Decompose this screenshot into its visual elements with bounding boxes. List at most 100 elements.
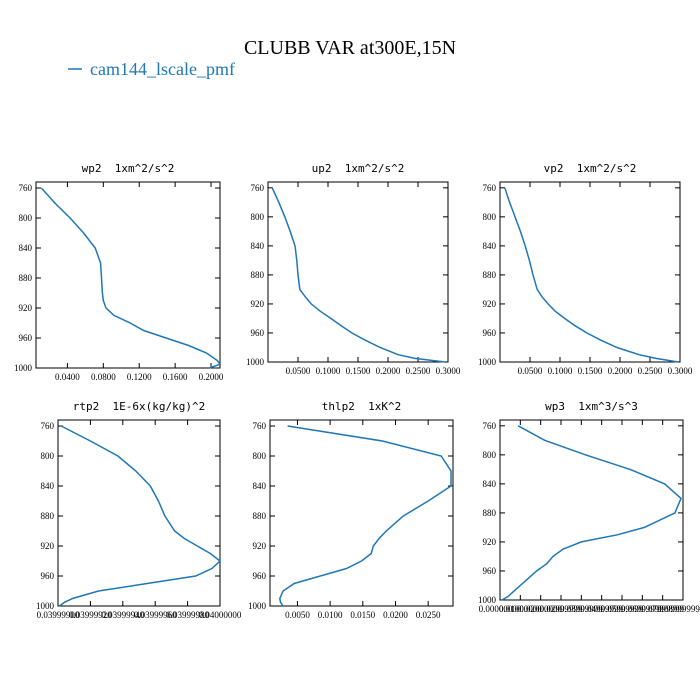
profile-line (501, 425, 682, 601)
panel-title: wp2 1xm^2/s^2 (82, 162, 175, 175)
x-tick-label: 0.2000 (376, 366, 401, 376)
y-tick-label: 1000 (246, 357, 265, 367)
y-tick-label: 920 (483, 537, 497, 547)
x-tick-label: 0.3000 (436, 366, 461, 376)
y-tick-label: 960 (251, 328, 265, 338)
x-tick-label: 0.06999999 (621, 604, 664, 614)
x-tick-label: 0.0150 (350, 610, 375, 620)
plot-frame (499, 419, 684, 601)
x-tick-label: 0.1000 (548, 366, 573, 376)
y-tick-label: 840 (483, 479, 497, 489)
x-tick-label: 0.03999960 (134, 610, 177, 620)
panel-title: vp2 1xm^2/s^2 (544, 162, 637, 175)
plot-frame (267, 181, 449, 363)
y-tick-label: 840 (253, 481, 267, 491)
profile-line (40, 187, 222, 369)
y-tick-label: 840 (483, 241, 497, 251)
y-tick-label: 880 (19, 273, 33, 283)
x-tick-label: 0.0800 (91, 372, 116, 382)
y-tick-label: 1000 (14, 363, 33, 373)
y-tick-label: 880 (253, 511, 267, 521)
x-tick-label: 0.1000 (316, 366, 341, 376)
y-tick-label: 880 (483, 508, 497, 518)
x-tick-label: 0.05999999 (601, 604, 644, 614)
y-tick-label: 920 (41, 541, 55, 551)
y-tick-label: 800 (253, 451, 267, 461)
y-tick-label: 920 (251, 299, 265, 309)
x-tick-label: 0.0400 (55, 372, 80, 382)
y-tick-label: 800 (19, 213, 33, 223)
y-tick-label: 960 (253, 571, 267, 581)
figure-title: CLUBB VAR at300E,15N (244, 37, 456, 59)
y-tick-label: 800 (483, 212, 497, 222)
x-tick-label: 0.03999999 (560, 604, 603, 614)
profile-line (504, 187, 679, 363)
x-tick-label: 0.1500 (578, 366, 603, 376)
x-tick-label: 0.0500 (518, 366, 543, 376)
plot-frame (57, 419, 221, 607)
panel-title: thlp2 1xK^2 (322, 400, 401, 413)
y-tick-label: 760 (251, 183, 265, 193)
x-tick-label: 0.3000 (668, 366, 693, 376)
y-tick-label: 960 (483, 566, 497, 576)
x-tick-label: 0.03999940 (101, 610, 144, 620)
y-tick-label: 920 (253, 541, 267, 551)
y-tick-label: 880 (41, 511, 55, 521)
x-tick-label: 0.02999999 (540, 604, 583, 614)
plot-frame (35, 181, 221, 369)
x-tick-label: 0.1200 (127, 372, 152, 382)
x-tick-label: 0.2000 (608, 366, 633, 376)
x-tick-label: 0.0050 (285, 610, 310, 620)
y-tick-label: 960 (41, 571, 55, 581)
x-tick-label: 0.1500 (346, 366, 371, 376)
profile-line (59, 425, 222, 607)
y-tick-label: 1000 (478, 595, 497, 605)
y-tick-label: 960 (483, 328, 497, 338)
y-tick-label: 840 (19, 243, 33, 253)
y-tick-label: 880 (251, 270, 265, 280)
y-tick-label: 840 (41, 481, 55, 491)
x-tick-label: 0.0899999994 (657, 604, 700, 614)
plot-frame (269, 419, 454, 607)
x-tick-label: 0.03999980 (166, 610, 209, 620)
profile-line (279, 425, 452, 607)
x-tick-label: 0.07999999 (641, 604, 684, 614)
y-tick-label: 920 (19, 303, 33, 313)
y-tick-label: 1000 (36, 601, 55, 611)
x-tick-label: 0.00000000 (479, 604, 522, 614)
y-tick-label: 920 (483, 299, 497, 309)
x-tick-label: 0.01000000 (499, 604, 542, 614)
x-tick-label: 0.04999999 (580, 604, 623, 614)
y-tick-label: 760 (483, 421, 497, 431)
y-tick-label: 760 (19, 183, 33, 193)
y-tick-label: 840 (251, 241, 265, 251)
x-tick-label: 0.2000 (199, 372, 224, 382)
y-tick-label: 760 (41, 421, 55, 431)
x-tick-label: 0.2500 (406, 366, 431, 376)
x-tick-label: 0.04000000 (199, 610, 242, 620)
x-tick-label: 0.0200 (383, 610, 408, 620)
panel-title: rtp2 1E-6x(kg/kg)^2 (73, 400, 205, 413)
x-tick-label: 0.02000000 (519, 604, 562, 614)
y-tick-label: 760 (483, 183, 497, 193)
x-tick-label: 0.0100 (318, 610, 343, 620)
y-tick-label: 760 (253, 421, 267, 431)
y-tick-label: 800 (251, 212, 265, 222)
y-tick-label: 1000 (248, 601, 267, 611)
x-tick-label: 0.0250 (416, 610, 441, 620)
y-tick-label: 800 (41, 451, 55, 461)
panel-title: wp3 1xm^3/s^3 (545, 400, 638, 413)
profile-line (271, 187, 446, 363)
y-tick-label: 880 (483, 270, 497, 280)
x-tick-label: 0.0500 (286, 366, 311, 376)
x-tick-label: 0.2500 (638, 366, 663, 376)
legend-label: cam144_lscale_pmf (90, 59, 235, 79)
y-tick-label: 960 (19, 333, 33, 343)
panel-title: up2 1xm^2/s^2 (312, 162, 405, 175)
x-tick-label: 0.03999900 (37, 610, 80, 620)
x-tick-label: 0.1600 (163, 372, 188, 382)
y-tick-label: 1000 (478, 357, 497, 367)
x-tick-label: 0.03999920 (69, 610, 112, 620)
y-tick-label: 800 (483, 450, 497, 460)
